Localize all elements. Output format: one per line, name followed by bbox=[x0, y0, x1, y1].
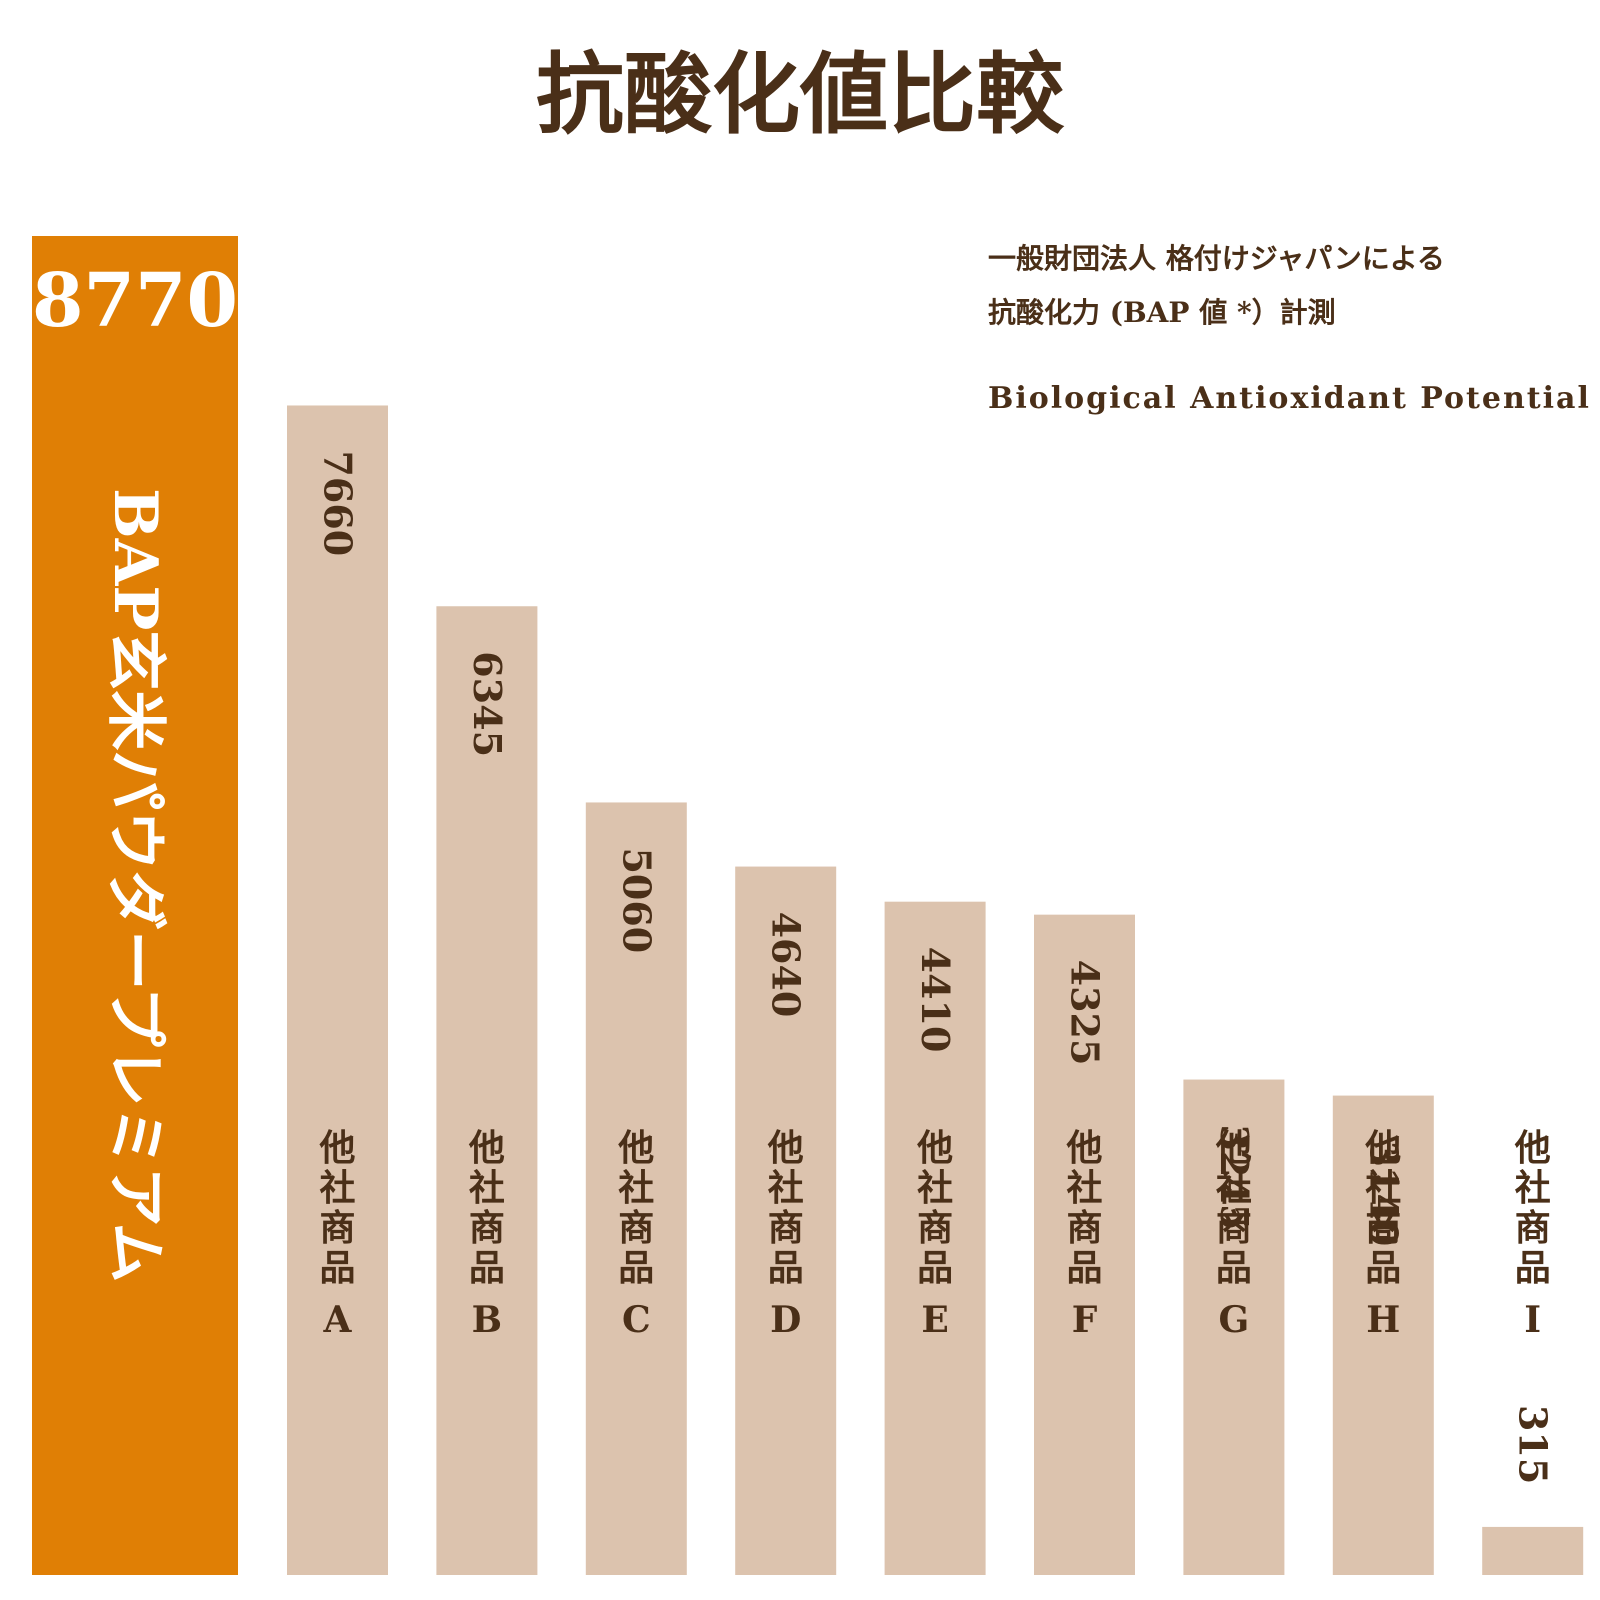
bar-highlight bbox=[32, 236, 238, 1575]
category-label-highlight: BAP玄米パウダープレミアム bbox=[100, 488, 170, 1283]
category-label-0: 他社商品 A bbox=[318, 1127, 355, 1341]
category-label-8: 他社商品 I bbox=[1514, 1127, 1551, 1341]
category-label-1: 他社商品 B bbox=[468, 1127, 505, 1341]
category-label-2: 他社商品 C bbox=[617, 1127, 654, 1341]
category-label-3: 他社商品 D bbox=[767, 1127, 804, 1341]
chart-title: 抗酸化値比較 bbox=[536, 42, 1065, 146]
category-label-6: 他社商品 G bbox=[1215, 1127, 1252, 1341]
value-label-3: 4640 bbox=[764, 912, 809, 1018]
value-label-4: 4410 bbox=[913, 947, 958, 1053]
bar-1 bbox=[436, 606, 538, 1575]
bar-0 bbox=[287, 405, 388, 1575]
value-label-8: 315 bbox=[1511, 1405, 1556, 1484]
bar-group bbox=[32, 236, 1584, 1575]
value-label-highlight: 8770 bbox=[32, 258, 238, 344]
value-label-5: 4325 bbox=[1063, 960, 1108, 1066]
note-line-2: 抗酸化力 (BAP 値 *）計測 bbox=[988, 296, 1336, 329]
value-label-2: 5060 bbox=[614, 847, 659, 953]
bar-2 bbox=[585, 802, 687, 1575]
category-label-4: 他社商品 E bbox=[916, 1127, 953, 1341]
bar-5 bbox=[1034, 914, 1135, 1575]
value-label-6: 3245 bbox=[1212, 1125, 1257, 1231]
bar-4 bbox=[884, 901, 986, 1575]
note-line-english: Biological Antioxidant Potential bbox=[988, 381, 1591, 416]
value-label-0: 7660 bbox=[316, 450, 361, 556]
bar-7 bbox=[1332, 1095, 1434, 1575]
note-line-1: 一般財団法人 格付けジャパンによる bbox=[988, 242, 1445, 275]
value-label-7: 3140 bbox=[1361, 1141, 1406, 1247]
label-group: 8770 BAP玄米パウダープレミアム 7660 他社商品 A 6345 他社商品 B 5060… bbox=[32, 258, 1556, 1484]
bar-3 bbox=[735, 866, 837, 1575]
bar-8 bbox=[1482, 1526, 1584, 1575]
category-label-7: 他社商品 H bbox=[1364, 1127, 1401, 1341]
value-label-1: 6345 bbox=[465, 651, 510, 757]
bar-6 bbox=[1183, 1079, 1285, 1575]
category-label-5: 他社商品 F bbox=[1065, 1127, 1102, 1341]
